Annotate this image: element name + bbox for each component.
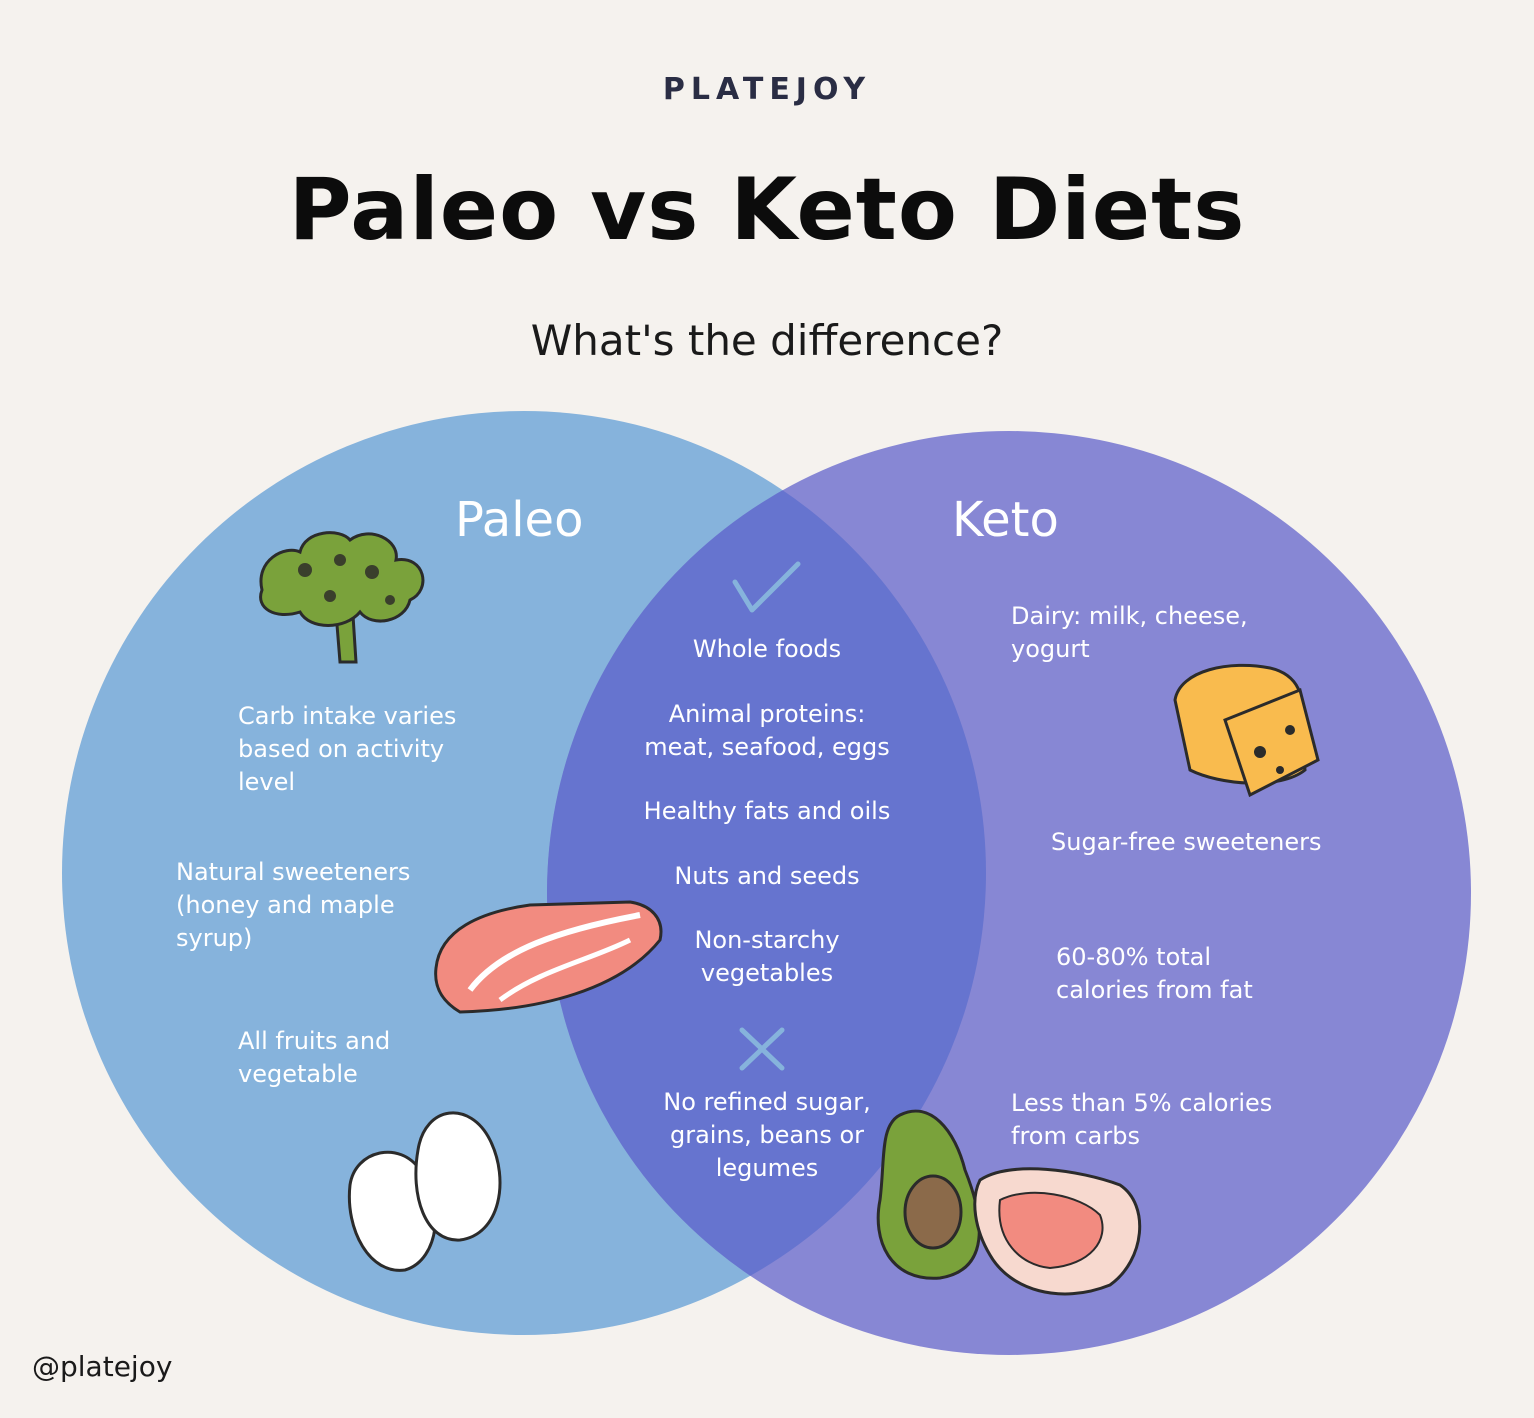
paleo-item: Carb intake varies based on activity lev… bbox=[238, 702, 457, 796]
steak-icon bbox=[973, 1167, 1142, 1296]
shared-item: Whole foods bbox=[692, 635, 842, 663]
shared-excluded: No refined sugar, grains, beans or legum… bbox=[663, 1088, 871, 1182]
keto-label: Keto bbox=[952, 492, 1059, 548]
paleo-label: Paleo bbox=[455, 492, 584, 548]
shared-item: Non-starchy vegetables bbox=[694, 926, 840, 987]
social-handle: @platejoy bbox=[32, 1350, 173, 1383]
keto-item: Dairy: milk, cheese, yogurt bbox=[1011, 602, 1248, 663]
page-title: Paleo vs Keto Diets bbox=[288, 160, 1246, 260]
checkmark-icon bbox=[732, 561, 801, 613]
salmon-icon bbox=[434, 900, 663, 1014]
keto-item: Sugar-free sweeteners bbox=[1051, 828, 1322, 856]
eggs-icon bbox=[347, 1111, 502, 1272]
overlap-region bbox=[547, 431, 986, 1335]
keto-item: Less than 5% calories from carbs bbox=[1011, 1089, 1273, 1150]
broccoli-icon bbox=[259, 531, 425, 664]
keto-item: 60-80% total calories from fat bbox=[1056, 943, 1253, 1004]
brand-logo: PLATEJOY bbox=[662, 72, 872, 107]
cheese-icon bbox=[1173, 663, 1320, 798]
shared-item: Healthy fats and oils bbox=[643, 797, 891, 825]
shared-item: Nuts and seeds bbox=[674, 862, 860, 890]
paleo-item: All fruits and vegetable bbox=[238, 1027, 391, 1088]
shared-item: Animal proteins: meat, seafood, eggs bbox=[644, 700, 890, 761]
cross-icon bbox=[739, 1027, 785, 1071]
avocado-icon bbox=[876, 1109, 981, 1280]
paleo-item: Natural sweeteners (honey and maple syru… bbox=[176, 858, 411, 952]
page-subtitle: What's the difference? bbox=[530, 316, 1004, 365]
